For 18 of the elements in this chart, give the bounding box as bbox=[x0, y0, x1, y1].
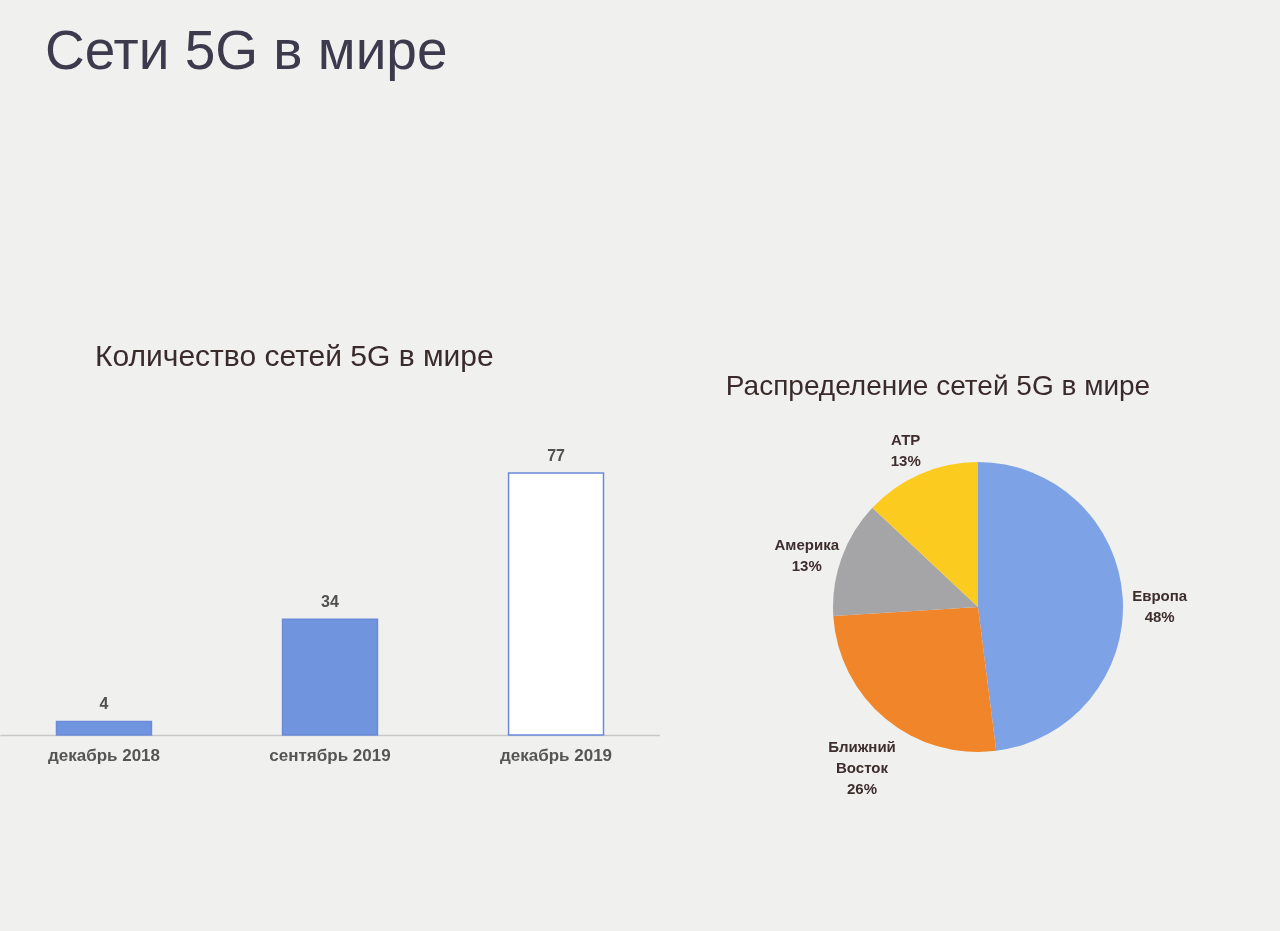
text: Сети 5G в мире bbox=[45, 19, 448, 81]
data-label: 26% bbox=[846, 780, 877, 798]
slice-label: Америка bbox=[774, 536, 840, 554]
x-tick-label: декабрь 2019 bbox=[499, 745, 613, 765]
data-label: 34 bbox=[321, 593, 339, 611]
data-label: 48% bbox=[1144, 607, 1175, 625]
data-label: 13% bbox=[890, 451, 921, 469]
chart-title: Количество сетей 5G в мире bbox=[95, 339, 494, 372]
chart-title: Распределение сетей 5G в мире bbox=[725, 369, 1151, 401]
x-tick-label: декабрь 2018 bbox=[47, 745, 161, 765]
data-label: 4 bbox=[99, 695, 109, 713]
slice-label: Европа bbox=[1132, 586, 1188, 604]
data-label: 13% bbox=[791, 557, 822, 575]
data-label: 77 bbox=[547, 447, 566, 464]
slice-label: Ближний Восток bbox=[828, 738, 896, 777]
x-tick-label: сентябрь 2019 bbox=[269, 745, 391, 765]
pie-slice bbox=[978, 462, 1123, 751]
slice-label: АТР bbox=[891, 430, 921, 448]
